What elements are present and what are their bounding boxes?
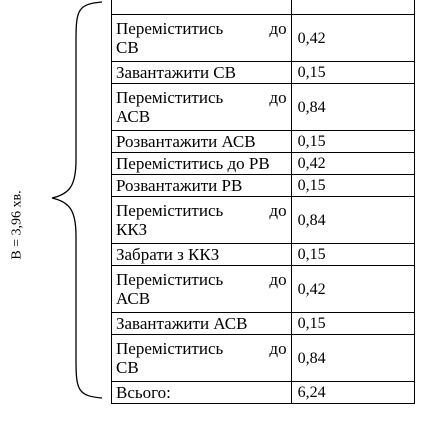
table-row: Переміститись до СВ 0,84 bbox=[111, 334, 416, 382]
operation-label: Переміститись до РВ bbox=[111, 152, 292, 175]
operation-time: 0,15 bbox=[290, 174, 416, 197]
operation-label: Розвантажити АСВ bbox=[111, 130, 292, 153]
operation-label: Переміститись до СВ bbox=[111, 334, 292, 382]
total-value: 6,24 bbox=[290, 381, 416, 404]
table-row: Переміститись до РВ 0,42 bbox=[111, 152, 416, 175]
duration-side-label: B = 3,96 хв. bbox=[6, 150, 30, 300]
total-label: Всього: bbox=[111, 381, 292, 404]
operation-label: Переміститись до ККЗ bbox=[111, 196, 292, 244]
table-row: Розвантажити АСВ 0,15 bbox=[111, 130, 416, 153]
table-row: Завантажити СВ 0,15 bbox=[111, 61, 416, 84]
operation-time: 0,84 bbox=[290, 196, 416, 244]
operation-label: Переміститись до АСВ bbox=[111, 83, 292, 131]
operation-time: 0,15 bbox=[290, 130, 416, 153]
table-row: Переміститись до СВ 0,42 bbox=[111, 14, 416, 62]
operation-label: Розвантажити РВ bbox=[111, 174, 292, 197]
operation-time: 0,15 bbox=[290, 243, 416, 266]
table-row-total: Всього: 6,24 bbox=[111, 381, 416, 404]
operations-table: Переміститись до СВ 0,42 Завантажити СВ 0… bbox=[111, 0, 416, 404]
table-row: Переміститись до АСВ 0,84 bbox=[111, 83, 416, 131]
operation-time: 0,42 bbox=[290, 265, 416, 313]
operation-time: 0,84 bbox=[290, 334, 416, 382]
operation-time: 0,15 bbox=[290, 312, 416, 335]
operation-label: Переміститись до СВ bbox=[111, 14, 292, 62]
operation-label: Забрати з ККЗ bbox=[111, 243, 292, 266]
table-row: Розвантажити РВ 0,15 bbox=[111, 174, 416, 197]
table-row: Завантажити АСВ 0,15 bbox=[111, 312, 416, 335]
operation-label: Завантажити СВ bbox=[111, 61, 292, 84]
table-row: Забрати з ККЗ 0,15 bbox=[111, 243, 416, 266]
operation-label: Переміститись до АСВ bbox=[111, 265, 292, 313]
operation-time: 0,42 bbox=[290, 152, 416, 175]
operation-time: 0,42 bbox=[290, 14, 416, 62]
table-row: Переміститись до ККЗ 0,84 bbox=[111, 196, 416, 244]
operation-time: 0,84 bbox=[290, 83, 416, 131]
table-row-top-partial bbox=[111, 0, 416, 15]
table-row: Переміститись до АСВ 0,42 bbox=[111, 265, 416, 313]
duration-text: B = 3,96 хв. bbox=[10, 190, 25, 260]
operation-time: 0,15 bbox=[290, 61, 416, 84]
curly-brace-icon bbox=[51, 1, 103, 399]
operation-label: Завантажити АСВ bbox=[111, 312, 292, 335]
